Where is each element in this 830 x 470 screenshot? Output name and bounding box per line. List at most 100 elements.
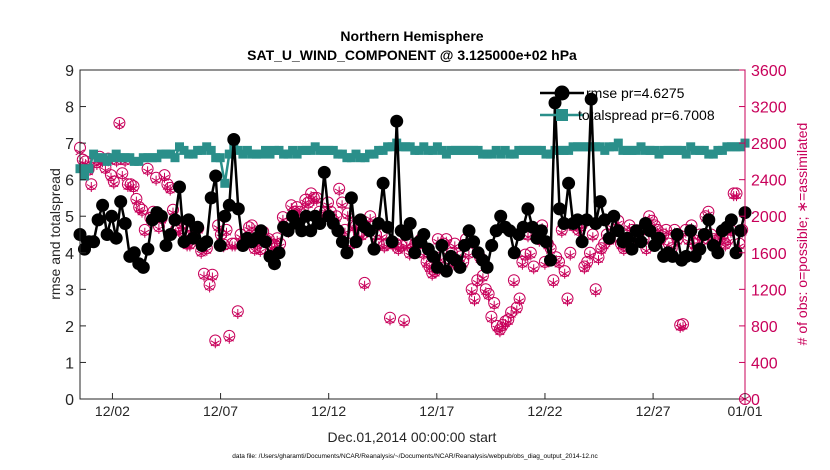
obs-assimilated-point: [210, 338, 220, 349]
obs-assimilated-point: [548, 277, 558, 288]
y-left-tick-label: 1: [65, 355, 74, 372]
y-right-tick-label: 400: [751, 355, 778, 372]
totalspread-point: [441, 149, 451, 159]
rmse-point: [652, 231, 666, 245]
rmse-point: [376, 176, 390, 190]
rmse-point: [335, 235, 349, 249]
obs-assimilated-point: [109, 179, 119, 190]
rmse-point: [575, 235, 589, 249]
rmse-point: [96, 198, 110, 212]
obs-assimilated-point: [520, 252, 530, 263]
legend-rmse-marker: [554, 85, 570, 101]
rmse-point: [494, 209, 508, 223]
rmse-point: [385, 235, 399, 249]
rmse-point: [141, 242, 155, 256]
rmse-point: [417, 228, 431, 241]
rmse-point: [548, 96, 562, 110]
obs-assimilated-point: [678, 321, 688, 332]
chart-subtitle: SAT_U_WIND_COMPONENT @ 3.125000e+02 hPa: [247, 47, 577, 63]
chart-title: Northern Hemisphere: [340, 28, 483, 44]
rmse-point: [304, 224, 318, 238]
obs-assimilated-point: [469, 296, 480, 307]
rmse-point: [629, 224, 643, 238]
y-right-tick-label: 3600: [751, 63, 787, 80]
obs-assimilated-point: [117, 171, 127, 181]
totalspread-point: [500, 145, 510, 155]
rmse-point: [711, 246, 725, 260]
rmse-point: [87, 235, 101, 249]
totalspread-point: [654, 149, 664, 159]
y-left-tick-label: 3: [65, 282, 74, 299]
rmse-point: [127, 246, 141, 260]
obs-assimilated-point: [233, 309, 243, 319]
y-right-tick-label: 2000: [751, 209, 787, 226]
rmse-point: [259, 235, 272, 249]
footnote: data file: /Users/gharamti/Documents/NCA…: [232, 453, 598, 460]
rmse-point: [363, 224, 376, 238]
rmse-point: [607, 209, 621, 223]
obs-assimilated-point: [588, 232, 598, 243]
rmse-point: [625, 242, 639, 256]
obs-assimilated-point: [399, 318, 409, 329]
rmse-point: [340, 246, 354, 260]
y-left-tick-label: 7: [65, 136, 74, 153]
obs-assimilated-point: [159, 172, 170, 183]
totalspread-point: [595, 142, 605, 152]
y-left-tick-label: 2: [65, 319, 74, 336]
totalspread-point: [518, 145, 528, 155]
obs-assimilated-point: [599, 241, 609, 252]
rmse-point: [272, 246, 286, 260]
totalspread-point: [233, 145, 243, 155]
rmse-point: [697, 228, 711, 241]
obs-assimilated-point: [478, 273, 488, 284]
rmse-point: [602, 231, 616, 245]
legend-spread-label: totalspread pr=6.7008: [578, 107, 715, 123]
y-right-tick-label: 800: [751, 319, 778, 336]
obs-assimilated-point: [137, 207, 147, 218]
y-left-tick-label: 0: [65, 392, 74, 409]
obs-assimilated-point: [360, 280, 370, 291]
obs-assimilated-point: [385, 315, 395, 326]
rmse-point: [281, 224, 295, 238]
y-axis-label-left: rmse and totalspread: [47, 168, 63, 300]
rmse-point: [571, 213, 585, 227]
rmse-point: [186, 231, 200, 245]
x-tick-label: 01/01: [727, 403, 762, 419]
y-right-tick-label: 1600: [751, 246, 787, 263]
obs-assimilated-point: [199, 271, 209, 282]
obs-assimilated-point: [529, 264, 539, 275]
rmse-point: [643, 224, 657, 238]
rmse-point: [453, 260, 467, 274]
obs-assimilated-point: [512, 305, 522, 316]
rmse-point: [381, 220, 395, 234]
rmse-point: [485, 239, 499, 252]
rmse-point: [136, 260, 150, 274]
obs-assimilated-point: [224, 333, 234, 344]
obs-assimilated-point: [154, 224, 164, 234]
rmse-point: [159, 239, 173, 252]
rmse-point: [724, 213, 738, 227]
totalspread-point: [179, 145, 189, 155]
rmse-point: [553, 202, 566, 216]
legend-rmse-label: rmse pr=4.6275: [586, 85, 685, 101]
rmse-point: [344, 191, 358, 205]
obs-assimilated-point: [489, 300, 499, 311]
totalspread-point: [387, 142, 397, 152]
rmse-point: [173, 180, 186, 194]
obs-assimilated-point: [402, 241, 412, 252]
rmse-point: [439, 264, 453, 278]
rmse-point: [349, 235, 363, 249]
y-axis-label-right: # of obs: o=possible; ∗=assimilated: [794, 123, 810, 346]
x-tick-label: 12/22: [527, 403, 562, 419]
totalspread-point: [536, 145, 546, 155]
obs-assimilated-point: [334, 186, 344, 197]
obs-assimilated-point: [514, 296, 525, 307]
obs-assimilated-point: [114, 119, 125, 130]
rmse-point: [331, 224, 345, 238]
rmse-point: [209, 169, 223, 183]
rmse-point: [467, 235, 481, 249]
x-tick-label: 12/02: [95, 403, 130, 419]
x-tick-label: 12/27: [636, 403, 671, 419]
rmse-point: [114, 195, 128, 209]
